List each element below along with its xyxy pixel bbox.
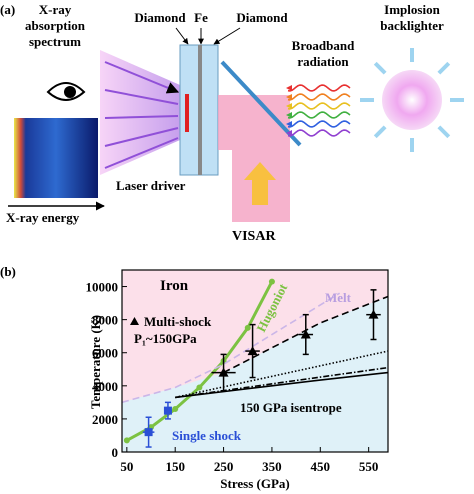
mirror [220, 60, 302, 147]
series-point [196, 384, 203, 391]
visar-label: VISAR [232, 229, 276, 244]
radiation-arrowhead [286, 103, 292, 109]
series-point [244, 324, 251, 331]
plot-frame [121, 269, 389, 453]
fe-layer [198, 45, 202, 175]
spectrum-label: spectrum [29, 34, 81, 49]
energy-label: X-ray energy [6, 210, 80, 225]
radiation-arrowhead [286, 121, 292, 127]
radiation-wave [287, 120, 351, 128]
radiation-wave [287, 129, 351, 137]
annotation: Single shock [172, 428, 242, 443]
radiation-arrowhead [286, 130, 292, 136]
x-tick-label: 250 [214, 459, 234, 474]
series-line [223, 295, 389, 374]
fe-label: Fe [194, 10, 208, 25]
radiation-wave [287, 111, 351, 119]
radiation-arrowhead [286, 112, 292, 118]
radiation-arrowhead [286, 94, 292, 100]
series-line [175, 350, 389, 399]
diamond-label: Diamond [134, 10, 186, 25]
radiation-arrowhead [286, 85, 292, 91]
y-tick-label: 2000 [92, 412, 118, 427]
backlighter-label: backlighter [380, 18, 444, 33]
panel-a: (a) X-ray absorption spectrum X-ray ener… [0, 2, 464, 244]
radiation-label: radiation [297, 54, 349, 69]
annotation: P₁~150GPa [134, 331, 197, 346]
series-line [121, 292, 341, 404]
eye-pupil [64, 86, 76, 98]
spectrum-label: absorption [25, 18, 86, 33]
data-point [300, 329, 311, 339]
annotation: Multi-shock [144, 314, 212, 329]
annotation: Melt [325, 290, 352, 305]
spectrum-label: X-ray [39, 2, 72, 17]
diamond-label: Diamond [236, 10, 288, 25]
x-tick-label: 150 [165, 459, 185, 474]
visar-arrow [244, 162, 276, 205]
y-tick-label: 6000 [92, 346, 118, 361]
series-point [268, 278, 275, 285]
legend-marker [130, 317, 139, 325]
laser-label: Laser driver [116, 178, 186, 193]
series-point [172, 405, 179, 412]
sun-ray [373, 61, 387, 75]
solid-region [122, 296, 388, 452]
radiation-wave [287, 84, 351, 92]
y-axis-label: Temperature (K) [88, 315, 103, 409]
y-tick-label: 8000 [92, 313, 118, 328]
data-point [247, 346, 258, 356]
data-point [368, 309, 379, 319]
panel-label: (b) [0, 264, 16, 279]
spectrum-image [14, 118, 98, 198]
annotation: Iron [160, 278, 189, 294]
sun-ray [373, 125, 387, 139]
data-point [144, 428, 153, 437]
x-axis-label: Stress (GPa) [220, 476, 289, 491]
series-line [175, 371, 389, 399]
y-tick-label: 0 [112, 445, 119, 460]
backlighter-label: Implosion [384, 2, 440, 17]
sun-ray [437, 125, 451, 139]
x-tick-label: 550 [359, 459, 379, 474]
radiation-label: Broadband [292, 38, 355, 53]
label-arrows [175, 27, 241, 45]
x-tick-label: 350 [262, 459, 282, 474]
y-tick-label: 4000 [92, 379, 118, 394]
ablator [185, 94, 189, 132]
series-point [123, 437, 130, 444]
data-point [218, 367, 229, 377]
x-tick-label: 50 [120, 459, 133, 474]
panel-label: (a) [0, 2, 15, 17]
annotation: 150 GPa isentrope [240, 400, 342, 415]
sun-ray [437, 61, 451, 75]
radiation-wave [287, 93, 351, 101]
plot: 50 150 250 350 450 550 0 2000 4000 6000 8000 10000 [86, 269, 389, 474]
x-tick-label: 450 [311, 459, 331, 474]
backlighter [382, 70, 442, 130]
laser-arrows [104, 61, 180, 169]
radiation-wave [287, 102, 351, 110]
y-tick-label: 10000 [86, 280, 119, 295]
data-point [163, 406, 172, 415]
panel-b: (b) Stress (GPa) Temperature (K) [0, 264, 290, 491]
laser-beams [100, 50, 180, 175]
